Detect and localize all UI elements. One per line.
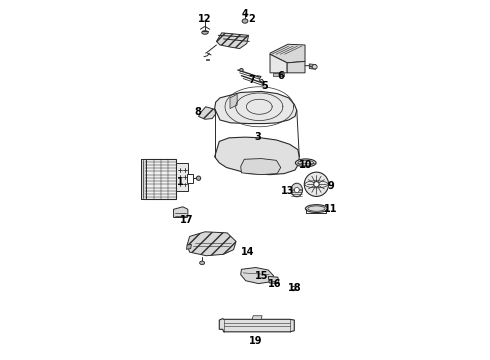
Polygon shape bbox=[206, 59, 209, 60]
Text: 16: 16 bbox=[268, 279, 281, 289]
Text: 2: 2 bbox=[248, 14, 255, 23]
Ellipse shape bbox=[202, 31, 208, 34]
Ellipse shape bbox=[305, 204, 327, 212]
Polygon shape bbox=[252, 316, 262, 319]
Text: 12: 12 bbox=[198, 14, 212, 23]
Text: 18: 18 bbox=[288, 283, 301, 293]
Ellipse shape bbox=[242, 19, 248, 23]
Polygon shape bbox=[215, 137, 299, 175]
Ellipse shape bbox=[314, 181, 319, 187]
Text: 9: 9 bbox=[327, 181, 334, 192]
Polygon shape bbox=[270, 54, 287, 73]
Text: 19: 19 bbox=[249, 337, 263, 346]
Text: 14: 14 bbox=[241, 247, 255, 257]
Polygon shape bbox=[268, 276, 279, 284]
Polygon shape bbox=[230, 94, 237, 109]
Ellipse shape bbox=[240, 68, 243, 71]
Ellipse shape bbox=[312, 64, 317, 69]
Polygon shape bbox=[309, 64, 316, 69]
Text: 4: 4 bbox=[242, 9, 248, 19]
Text: 3: 3 bbox=[254, 132, 261, 142]
Text: 7: 7 bbox=[249, 75, 255, 85]
Text: 8: 8 bbox=[195, 107, 201, 117]
Ellipse shape bbox=[196, 176, 201, 180]
Text: 1: 1 bbox=[176, 177, 183, 187]
Polygon shape bbox=[187, 174, 193, 183]
Text: 10: 10 bbox=[299, 160, 313, 170]
Ellipse shape bbox=[304, 172, 329, 197]
Polygon shape bbox=[187, 232, 236, 256]
Text: 6: 6 bbox=[277, 71, 284, 81]
Polygon shape bbox=[241, 158, 281, 175]
Polygon shape bbox=[241, 267, 273, 284]
Text: 5: 5 bbox=[261, 81, 268, 91]
Polygon shape bbox=[198, 107, 216, 119]
Polygon shape bbox=[270, 44, 305, 63]
Polygon shape bbox=[144, 159, 176, 199]
Text: 15: 15 bbox=[255, 271, 269, 281]
Polygon shape bbox=[142, 159, 146, 199]
Text: 17: 17 bbox=[180, 215, 194, 225]
Ellipse shape bbox=[199, 261, 205, 265]
Text: 11: 11 bbox=[324, 204, 338, 214]
Ellipse shape bbox=[294, 188, 299, 193]
Polygon shape bbox=[217, 33, 248, 49]
Ellipse shape bbox=[291, 183, 302, 197]
Ellipse shape bbox=[292, 287, 296, 291]
Polygon shape bbox=[176, 163, 188, 192]
Text: 13: 13 bbox=[281, 186, 294, 197]
Polygon shape bbox=[186, 244, 192, 249]
Polygon shape bbox=[287, 62, 305, 73]
Ellipse shape bbox=[295, 159, 316, 167]
Polygon shape bbox=[215, 91, 297, 123]
Polygon shape bbox=[273, 73, 284, 76]
Polygon shape bbox=[173, 207, 188, 217]
Polygon shape bbox=[220, 319, 294, 332]
